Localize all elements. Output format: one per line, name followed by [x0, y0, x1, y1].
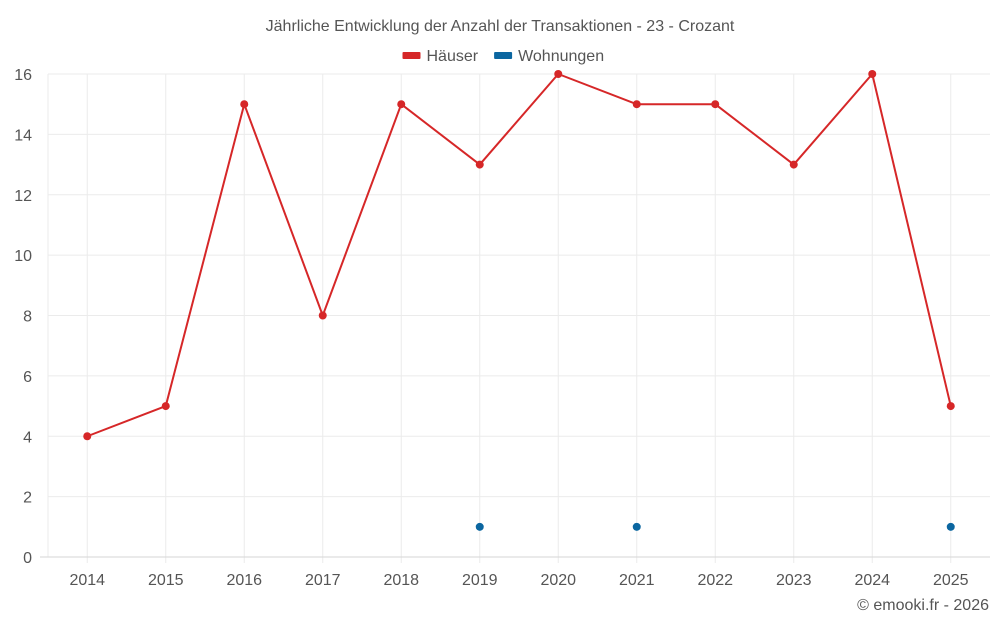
data-point[interactable] [946, 522, 955, 531]
y-tick-label: 10 [14, 248, 32, 265]
series-häuser [83, 70, 955, 441]
data-point[interactable] [161, 402, 170, 411]
data-point[interactable] [632, 100, 641, 109]
legend: Häuser Wohnungen [402, 48, 604, 65]
chart-title: Jährliche Entwicklung der Anzahl der Tra… [266, 18, 735, 35]
x-tick-label: 2021 [619, 572, 655, 589]
y-tick-label: 2 [23, 490, 32, 507]
data-point[interactable] [318, 311, 327, 320]
y-axis: 0 2 4 6 8 10 12 14 16 [14, 67, 32, 567]
copyright-credit: © emooki.fr - 2026 [857, 597, 989, 614]
data-point[interactable] [711, 100, 720, 109]
x-tick-label: 2025 [933, 572, 969, 589]
data-point[interactable] [554, 70, 563, 78]
legend-swatch-icon [402, 52, 421, 59]
x-tick-label: 2024 [854, 572, 890, 589]
data-point[interactable] [83, 432, 92, 441]
data-point[interactable] [632, 522, 641, 531]
data-point[interactable] [475, 160, 484, 169]
y-tick-label: 4 [23, 429, 32, 446]
legend-label: Wohnungen [518, 48, 604, 65]
legend-label: Häuser [427, 48, 479, 65]
x-tick-label: 2016 [226, 572, 262, 589]
x-axis: 2014 2015 2016 2017 2018 2019 2020 2021 2022 2023… [40, 556, 990, 589]
data-point[interactable] [397, 100, 406, 109]
y-tick-label: 8 [23, 309, 32, 326]
x-tick-label: 2023 [776, 572, 812, 589]
y-tick-label: 12 [14, 188, 32, 205]
x-tick-label: 2014 [69, 572, 105, 589]
x-tick-label: 2017 [305, 572, 341, 589]
x-tick-label: 2022 [697, 572, 733, 589]
series-line [86, 73, 952, 438]
data-point[interactable] [868, 70, 877, 78]
y-tick-label: 14 [14, 127, 32, 144]
data-point[interactable] [240, 100, 249, 109]
data-series [83, 70, 955, 531]
series-wohnungen [475, 522, 955, 531]
x-tick-label: 2018 [383, 572, 419, 589]
x-tick-label: 2015 [148, 572, 184, 589]
y-tick-label: 16 [14, 67, 32, 84]
y-tick-label: 0 [23, 550, 32, 567]
x-tick-label: 2020 [540, 572, 576, 589]
legend-swatch-icon [494, 52, 513, 59]
data-point[interactable] [789, 160, 798, 169]
data-point[interactable] [946, 402, 955, 411]
legend-item-häuser[interactable]: Häuser [402, 48, 479, 65]
data-point[interactable] [475, 522, 484, 531]
y-tick-label: 6 [23, 369, 32, 386]
x-tick-label: 2019 [462, 572, 498, 589]
legend-item-wohnungen[interactable]: Wohnungen [494, 48, 604, 65]
